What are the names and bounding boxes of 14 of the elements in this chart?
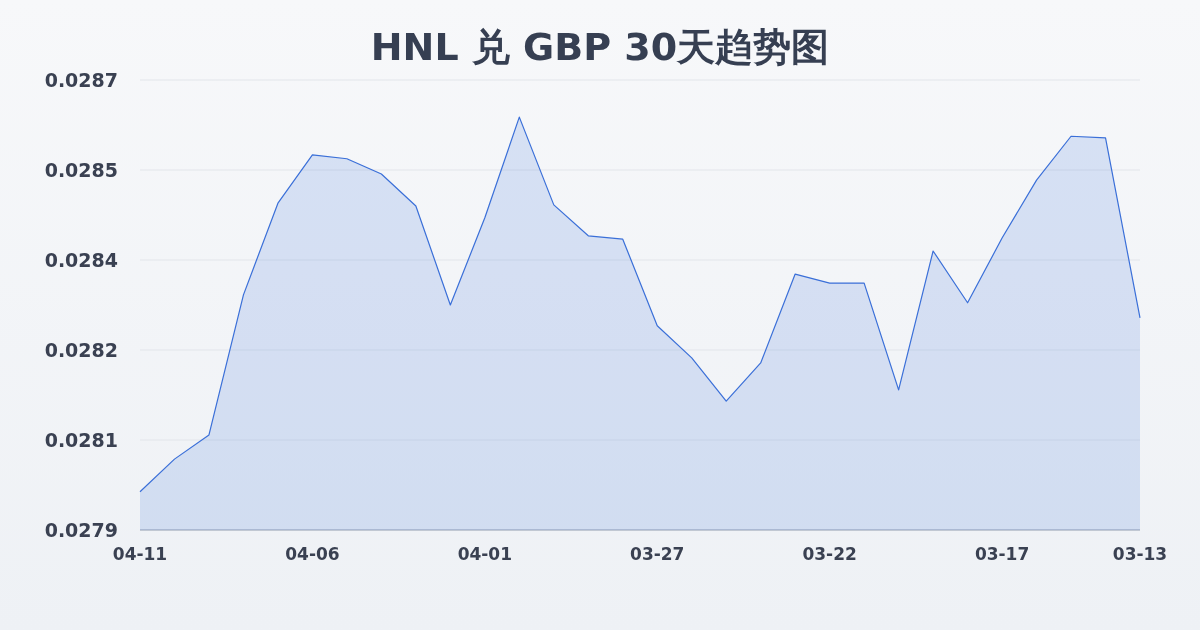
y-tick-label: 0.0279 [44, 519, 118, 541]
y-tick-label: 0.0281 [44, 429, 118, 451]
x-tick-label: 03-17 [974, 544, 1030, 564]
x-tick-label: 04-01 [457, 544, 513, 564]
x-tick-label: 03-13 [1112, 544, 1168, 564]
chart-title: HNL 兑 GBP 30天趋势图 [370, 25, 830, 69]
y-tick-label: 0.0284 [44, 249, 118, 271]
x-tick-label: 03-22 [802, 544, 857, 564]
y-tick-label: 0.0282 [44, 339, 118, 361]
x-tick-label: 04-06 [285, 544, 340, 564]
y-tick-label: 0.0287 [44, 69, 118, 91]
y-tick-label: 0.0285 [44, 159, 118, 181]
x-tick-label: 04-11 [112, 544, 168, 564]
x-tick-label: 03-27 [630, 544, 685, 564]
